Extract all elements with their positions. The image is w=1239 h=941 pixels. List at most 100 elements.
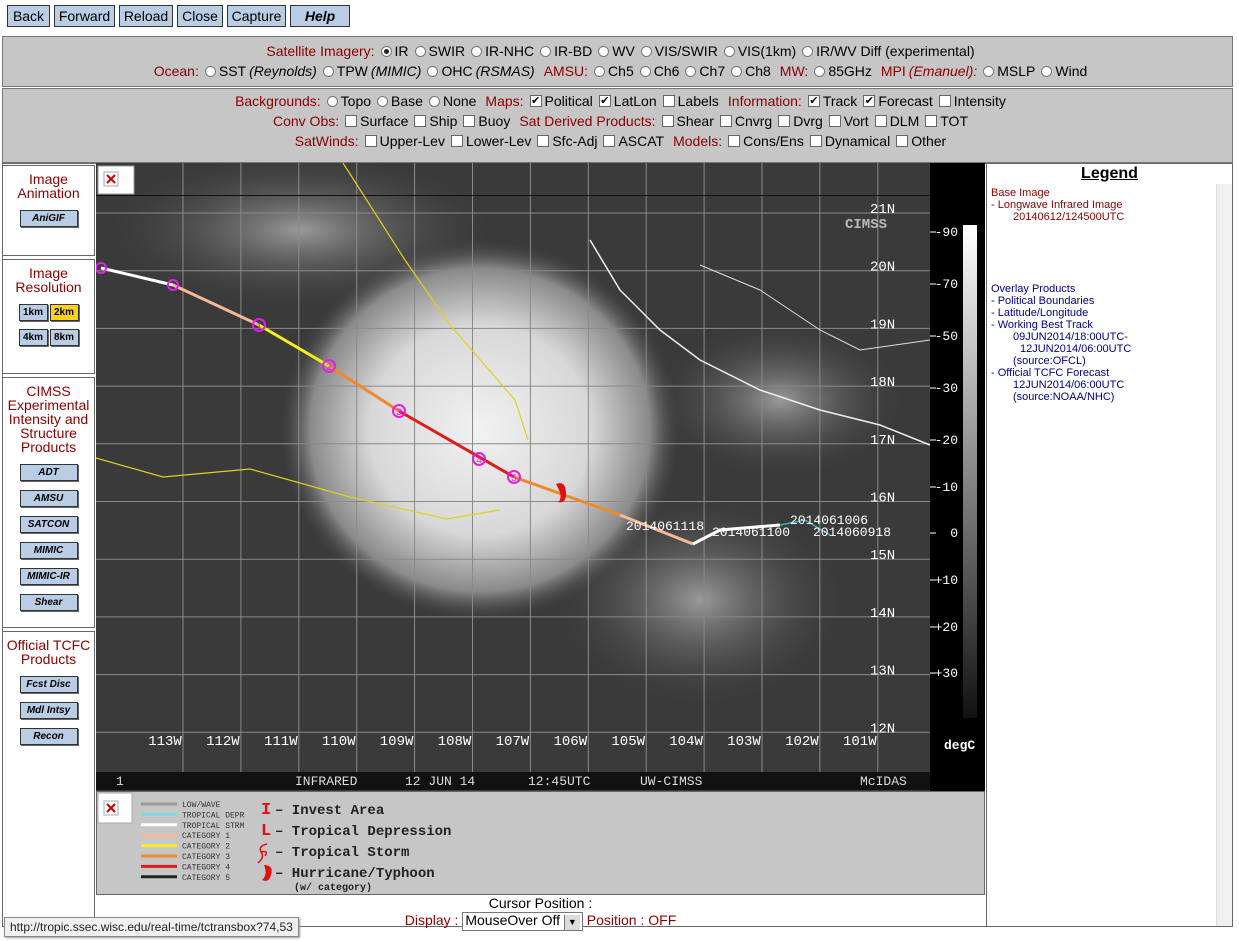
lon-label: 109W [380,734,414,750]
legend-line-label: CATEGORY 3 [182,853,230,862]
sidebar-button[interactable]: AMSU [19,490,78,507]
checkbox[interactable] [345,115,358,127]
toolbar-button[interactable]: Help [290,5,350,27]
option-label: Buoy [478,113,511,129]
radio[interactable] [685,65,697,77]
status-bar: http://tropic.ssec.wisc.edu/real-time/tc… [4,917,299,937]
checkbox[interactable]: ✔ [863,95,876,107]
checkbox[interactable] [728,135,741,147]
lat-label: 17N [870,433,895,449]
radio[interactable] [428,95,440,107]
radio[interactable] [983,65,995,77]
sidebar-button[interactable]: Mdl Intsy [19,702,78,719]
radio[interactable] [1041,65,1053,77]
checkbox[interactable] [414,115,427,127]
checkbox[interactable] [463,115,476,127]
radio[interactable] [802,45,814,57]
scale-label: -10 [935,480,958,495]
radio[interactable] [377,95,389,107]
forecast-marker [322,359,336,373]
checkbox[interactable] [925,115,938,127]
display-select[interactable]: MouseOver Off ▼ [462,912,583,931]
satellite-image: 1 2 3 4 5 2014061118 2014061100 2014061006 2… [96,163,985,791]
checkbox[interactable]: ✔ [529,95,542,107]
lon-label: 102W [785,734,819,750]
scrollbar[interactable] [1216,184,1232,926]
checkbox[interactable]: ✔ [598,95,611,107]
legend-symbol-label: – Invest Area [275,803,385,819]
radio[interactable] [640,45,652,57]
sidebar-button[interactable]: Recon [19,728,78,745]
sidebar-button[interactable]: 4km [18,329,48,346]
toolbar-button[interactable]: Reload [119,5,173,27]
sidebar-button[interactable]: 8km [49,329,79,346]
checkbox[interactable] [828,115,841,127]
radio[interactable] [427,65,439,77]
option-row: SatWinds: Upper-Lev Lower-Lev Sfc-Adj ASCAT M… [3,131,1232,151]
dropdown-arrow[interactable]: ▼ [563,915,580,930]
radio[interactable] [639,65,651,77]
legend-item: - Working Best Track [991,319,1093,331]
toolbar-button[interactable]: Back [7,5,50,27]
sidebar-button[interactable]: MIMIC [19,542,78,559]
option-label: Ship [429,113,458,129]
radio[interactable] [598,45,610,57]
legend-item: - Latitude/Longitude [991,307,1089,319]
legend-heading: Overlay Products [991,283,1076,295]
checkbox[interactable] [938,95,951,107]
display-label: Display : [404,912,459,928]
radio[interactable] [471,45,483,57]
track-label: 2014060918 [813,525,891,540]
checkbox[interactable] [778,115,791,127]
legend-item: - Official TCFC Forecast [991,367,1110,379]
radio[interactable] [814,65,826,77]
radio[interactable] [322,65,334,77]
option-note: (Reynolds) [249,63,317,79]
track-label: 2014061118 [626,519,704,534]
radio[interactable] [594,65,606,77]
checkbox[interactable] [719,115,732,127]
checkbox[interactable] [603,135,616,147]
checkbox[interactable] [537,135,550,147]
forecast-marker-label: 4 [476,456,482,467]
radio[interactable] [414,45,426,57]
checkbox[interactable] [662,95,675,107]
option-label: Track [822,93,858,109]
radio[interactable] [540,45,552,57]
checkbox[interactable] [896,135,909,147]
scale-label: -70 [935,277,958,292]
radio[interactable] [731,65,743,77]
radio[interactable] [723,45,735,57]
sidebar-section: Image Animation AniGIF [2,165,95,256]
sidebar-button[interactable]: ADT [19,464,78,481]
checkbox[interactable] [364,135,377,147]
toolbar-button[interactable]: Close [177,5,223,27]
sidebar-button[interactable]: SATCON [19,516,78,533]
sidebar-button[interactable]: Shear [19,594,78,611]
legend-symbol-label: – Hurricane/Typhoon [275,866,435,882]
radio[interactable] [326,95,338,107]
checkbox[interactable]: ✔ [807,95,820,107]
sidebar-button[interactable]: Fcst Disc [19,676,78,693]
checkbox[interactable] [450,135,463,147]
option-heading: SatWinds: [294,133,359,149]
sidebar-button[interactable]: MIMIC-IR [19,568,78,585]
radio[interactable] [380,45,392,57]
option-label: IR-BD [554,43,593,59]
legend-detail: (source:NOAA/NHC) [1013,391,1115,403]
sidebar-button[interactable]: AniGIF [19,210,78,227]
checkbox[interactable] [661,115,674,127]
forecast-marker [472,452,486,466]
checkbox[interactable] [809,135,822,147]
banner-text: INFRARED [295,774,358,789]
toolbar-button[interactable]: Forward [54,5,115,27]
checkbox[interactable] [874,115,887,127]
forecast-marker [252,318,266,332]
legend-panel: Legend Base Image - Longwave Infrared Ima… [986,163,1233,927]
banner-text: 1 [116,774,124,789]
radio[interactable] [204,65,216,77]
sidebar-button[interactable]: 1km [18,304,48,321]
forecast-cone [96,457,501,520]
toolbar-button[interactable]: Capture [227,5,286,27]
sidebar-button[interactable]: 2km [49,304,79,321]
